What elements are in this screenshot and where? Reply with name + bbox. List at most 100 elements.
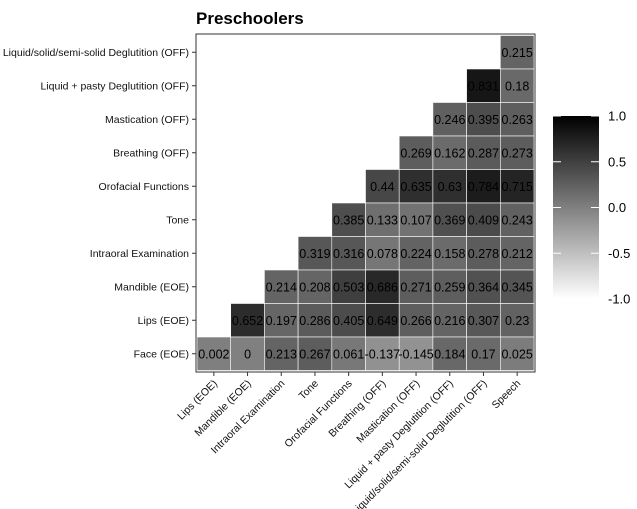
y-tick-label: Liquid + pasty Deglutition (OFF): [40, 81, 189, 93]
heatmap-cell: [432, 303, 467, 338]
heatmap-cell-label: 0.715: [502, 180, 533, 194]
heatmap-cell-label: 0.369: [434, 213, 465, 227]
heatmap-cell: [297, 236, 333, 271]
heatmap-cell-label: 0.243: [502, 213, 533, 227]
legend-tick-label: 0.5: [608, 154, 626, 169]
heatmap-cell: [466, 236, 501, 271]
heatmap-cell-label: 0.686: [367, 280, 398, 294]
heatmap-cell: [499, 68, 535, 103]
heatmap-cell: [264, 336, 299, 371]
chart-title: Preschoolers: [196, 9, 304, 28]
heatmap-cell-label: 0.831: [468, 79, 499, 93]
heatmap-cell: [331, 236, 366, 271]
heatmap-cell-label: 0.649: [367, 314, 398, 328]
heatmap-cell: [331, 269, 366, 304]
heatmap-cell: [398, 169, 434, 204]
heatmap-cell: [398, 303, 434, 338]
heatmap-cell-label: 0.23: [505, 314, 529, 328]
heatmap-cell-label: 0.278: [468, 247, 499, 261]
y-tick-label: Intraoral Examination: [90, 248, 189, 260]
heatmap-cell-label: 0.061: [333, 347, 364, 361]
x-tick-label: Mastication (OFF): [354, 378, 422, 446]
heatmap-cell-label: 0.025: [502, 347, 533, 361]
y-tick-label: Breathing (OFF): [113, 148, 189, 160]
heatmap-cell-label: 0.18: [505, 79, 529, 93]
heatmap-cell: [264, 269, 299, 304]
heatmap-cell-label: 0.652: [232, 314, 263, 328]
heatmap-cell-label: 0.197: [266, 314, 297, 328]
y-tick-label: Orofacial Functions: [99, 181, 189, 193]
heatmap-cell-label: 0.405: [333, 314, 364, 328]
heatmap-cell-label: 0.503: [333, 280, 364, 294]
heatmap-cell: [466, 68, 501, 103]
heatmap-cell: [432, 135, 467, 170]
heatmap-cell-label: 0.271: [400, 280, 431, 294]
heatmap-cell: [230, 303, 265, 338]
x-tick-label: Speech: [490, 378, 524, 412]
heatmap-cell: [499, 336, 535, 371]
heatmap-cell: [365, 336, 400, 371]
y-axis: Liquid/solid/semi-solid Deglutition (OFF…: [3, 47, 196, 361]
heatmap-cell-label: 0: [244, 347, 251, 361]
heatmap-cell: [230, 336, 265, 371]
heatmap-cell: [297, 336, 333, 371]
heatmap-cell-label: 0.266: [400, 314, 431, 328]
heatmap-cell: [196, 336, 232, 371]
heatmap-cell-label: 0.246: [434, 113, 465, 127]
heatmap-cell-label: -0.145: [398, 347, 433, 361]
heatmap-cell: [499, 303, 535, 338]
heatmap-cell-label: 0.263: [502, 113, 533, 127]
legend-tick-label: -1.0: [608, 292, 630, 307]
heatmap-cell-label: 0.158: [434, 247, 465, 261]
heatmap-cell: [398, 202, 434, 237]
heatmap-cell-label: 0.273: [502, 146, 533, 160]
y-tick-label: Mastication (OFF): [105, 114, 189, 126]
heatmap-cell: [499, 236, 535, 271]
heatmap-cell-label: 0.409: [468, 213, 499, 227]
heatmap-cell: [331, 303, 366, 338]
heatmap-cell-label: 0.224: [400, 247, 431, 261]
heatmap-cell-label: 0.215: [502, 46, 533, 60]
heatmap-cell: [499, 269, 535, 304]
heatmap-cell: [466, 169, 501, 204]
heatmap-cell-label: 0.784: [468, 180, 499, 194]
heatmap-cell-label: 0.259: [434, 280, 465, 294]
heatmap-cell: [499, 202, 535, 237]
heatmap-cell-label: 0.395: [468, 113, 499, 127]
x-axis: Lips (EOE)Mandible (EOE)Intraoral Examin…: [175, 372, 523, 509]
heatmap-cell: [466, 202, 501, 237]
heatmap-cell-label: 0.345: [502, 280, 533, 294]
y-tick-label: Face (EOE): [134, 349, 189, 361]
heatmap-cell-label: 0.107: [400, 213, 431, 227]
legend-tick-label: 0.0: [608, 200, 626, 215]
legend-tick-label: 1.0: [608, 109, 626, 124]
heatmap-cell-label: 0.267: [299, 347, 330, 361]
heatmap-cell-label: 0.162: [434, 146, 465, 160]
heatmap-cell: [432, 202, 467, 237]
x-tick-label: Tone: [296, 378, 321, 403]
heatmap-cell: [297, 303, 333, 338]
heatmap-cell-label: 0.44: [370, 180, 394, 194]
y-tick-label: Mandible (EOE): [114, 282, 189, 294]
plot-panel-border: [195, 33, 536, 373]
y-tick-label: Tone: [166, 215, 189, 227]
legend-tick-label: -0.5: [608, 246, 630, 261]
y-tick-label: Liquid/solid/semi-solid Deglutition (OFF…: [3, 47, 189, 59]
heatmap-cell-label: 0.316: [333, 247, 364, 261]
heatmap-cell-label: 0.269: [400, 146, 431, 160]
heatmap-cell-label: 0.319: [299, 247, 330, 261]
heatmap-cell-label: 0.133: [367, 213, 398, 227]
heatmap-cell: [365, 202, 400, 237]
heatmap-cell-label: 0.212: [502, 247, 533, 261]
heatmap-cell: [466, 336, 501, 371]
heatmap-cell-label: 0.385: [333, 213, 364, 227]
heatmap-cell-label: 0.63: [438, 180, 462, 194]
heatmap-cell: [398, 236, 434, 271]
heatmap-cell-labels: 0.215 0.831 0.18 0.246 0.395 0.263 0.269 0.162 0…: [198, 46, 533, 362]
y-tick-label: Lips (EOE): [138, 315, 189, 327]
heatmap-cell-label: 0.078: [367, 247, 398, 261]
heatmap-cell-label: 0.286: [299, 314, 330, 328]
heatmap-cell: [499, 102, 535, 137]
heatmap-cell: [499, 135, 535, 170]
